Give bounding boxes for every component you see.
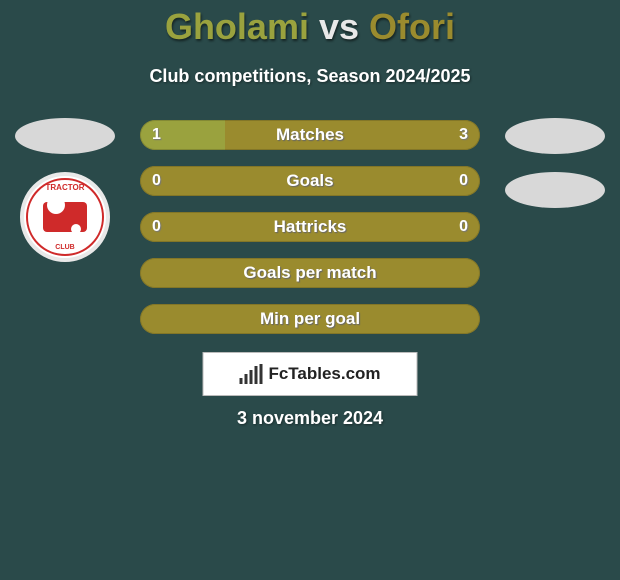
club-badge-bottom-text: CLUB: [55, 244, 74, 251]
stat-label: Goals per match: [140, 263, 480, 283]
stat-label: Matches: [140, 125, 480, 145]
stat-row: 00Hattricks: [140, 212, 480, 242]
brand-bar-segment: [244, 374, 247, 384]
date-text: 3 november 2024: [0, 408, 620, 429]
player2-avatar-placeholder: [505, 118, 605, 154]
brand-text: FcTables.com: [268, 364, 380, 384]
left-column: TRACTOR CLUB: [10, 118, 120, 262]
stat-row: Min per goal: [140, 304, 480, 334]
vs-text: vs: [319, 6, 359, 47]
stat-row: 00Goals: [140, 166, 480, 196]
tractor-icon: [43, 202, 87, 232]
right-column: [500, 118, 610, 226]
stat-row: 13Matches: [140, 120, 480, 150]
player2-club-placeholder: [505, 172, 605, 208]
stat-row: Goals per match: [140, 258, 480, 288]
brand-bar-segment: [259, 364, 262, 384]
stat-label: Hattricks: [140, 217, 480, 237]
comparison-title: Gholami vs Ofori: [0, 0, 620, 48]
brand-bar-segment: [254, 366, 257, 384]
subtitle: Club competitions, Season 2024/2025: [0, 66, 620, 87]
brand-bars-icon: [239, 364, 262, 384]
brand-box: FcTables.com: [203, 352, 418, 396]
stat-label: Min per goal: [140, 309, 480, 329]
player1-avatar-placeholder: [15, 118, 115, 154]
stat-label: Goals: [140, 171, 480, 191]
player1-name: Gholami: [165, 6, 309, 47]
player1-club-badge: TRACTOR CLUB: [20, 172, 110, 262]
player2-name: Ofori: [369, 6, 455, 47]
stats-bars: 13Matches 00Goals 00Hattricks Goals per mat…: [140, 120, 480, 350]
brand-bar-segment: [249, 370, 252, 384]
brand-bar-segment: [239, 378, 242, 384]
club-badge-top-text: TRACTOR: [46, 183, 85, 192]
